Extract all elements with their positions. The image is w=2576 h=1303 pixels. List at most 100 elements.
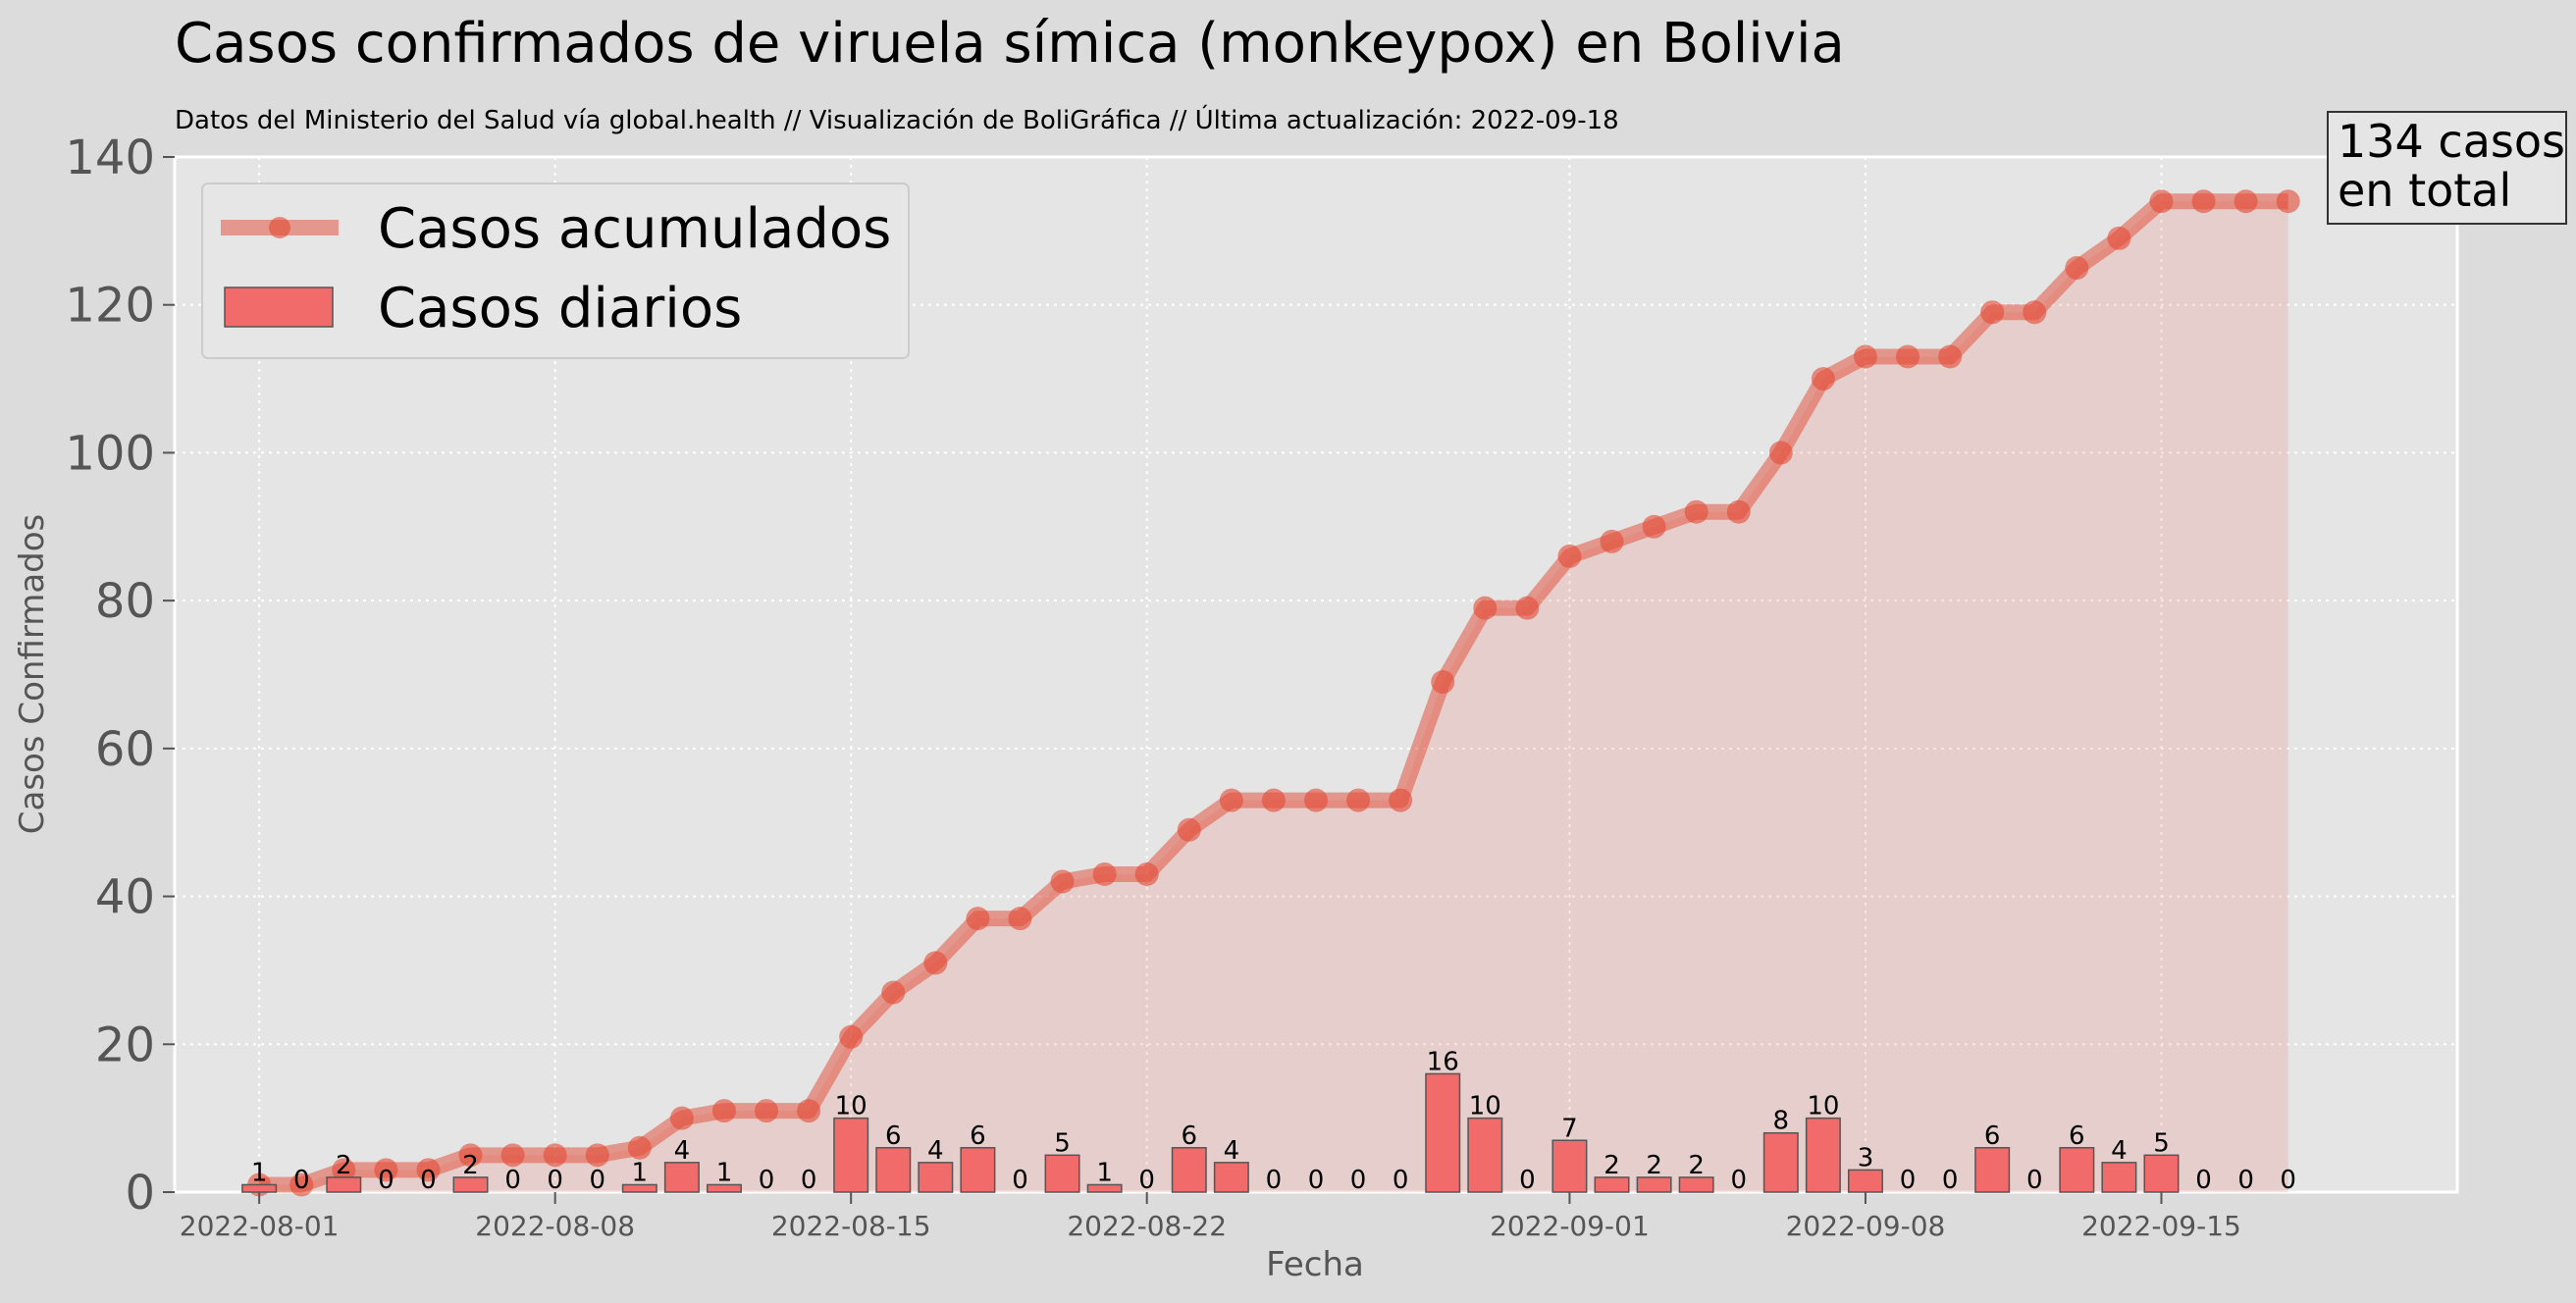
cumulative-point [2149,189,2174,214]
cumulative-point [1261,788,1286,812]
cumulative-point [2023,300,2047,325]
legend-marker-swatch [269,217,290,238]
cumulative-point [1896,344,1920,369]
cumulative-point [1515,596,1540,620]
daily-bar [918,1162,954,1193]
cumulative-point [458,1143,483,1168]
x-ticks: 2022-08-01 2022-08-08 2022-08-15 2022-08-22… [180,1192,2241,1242]
daily-bar-label: 0 [420,1166,437,1195]
daily-bar [1467,1117,1503,1193]
daily-bar-label: 10 [835,1092,867,1121]
cumulative-point [1092,861,1117,886]
cumulative-point [1811,367,1835,391]
daily-bar [1171,1147,1207,1193]
cumulative-point [1304,788,1328,812]
cumulative-point [2234,189,2258,214]
daily-bar [2101,1162,2137,1193]
chart-title: Casos confirmados de viruela símica (mon… [175,12,1845,76]
cumulative-point [289,1173,314,1197]
daily-bar [1086,1183,1123,1193]
y-tick-label: 0 [125,1166,155,1221]
cumulative-line-layer [247,189,2300,1197]
cumulative-area-fill [259,201,2288,1192]
cumulative-point [1134,861,1159,886]
daily-bar [833,1117,869,1193]
daily-bar [960,1147,996,1193]
daily-bar-label: 1 [632,1158,649,1187]
daily-bar [1551,1139,1588,1193]
daily-bar [706,1183,742,1193]
cumulative-area [259,201,2288,1192]
x-tick-label: 2022-08-22 [1067,1210,1227,1242]
daily-bar-label: 2 [1646,1151,1662,1180]
daily-bars-layer [241,1072,2180,1193]
daily-bar-label: 2 [336,1151,352,1180]
daily-bar-label: 1 [716,1158,733,1187]
daily-bar [1974,1147,2011,1193]
daily-bar-label: 2 [1688,1151,1705,1180]
cumulative-point [669,1106,694,1130]
cumulative-point [374,1158,398,1182]
cumulative-point [1219,788,1243,812]
cumulative-point [585,1143,609,1168]
daily-bar [1762,1131,1799,1193]
daily-bar-label: 0 [1138,1166,1155,1195]
y-tick-label: 140 [65,130,155,185]
cumulative-point [2065,256,2089,281]
y-ticks: 0 20 40 60 80 100 120 140 [65,130,175,1221]
total-annotation-box [2327,111,2567,225]
cumulative-point [627,1135,652,1160]
daily-bar-label: 8 [1773,1107,1790,1136]
cumulative-point [332,1158,356,1182]
cumulative-point [1642,514,1666,539]
total-annotation: 134 casos en total [2327,111,2567,225]
daily-bar-label: 16 [1427,1047,1459,1076]
daily-bar-label: 0 [2280,1166,2296,1195]
daily-bar-label: 4 [2111,1136,2128,1166]
cumulative-point [1557,544,1582,568]
daily-bar [1678,1176,1714,1193]
daily-bar-label: 1 [251,1158,268,1187]
cumulative-point [1177,817,1201,842]
daily-bar-label: 0 [1012,1166,1028,1195]
daily-bar-label: 6 [1182,1121,1198,1151]
daily-bar-label: 4 [927,1136,944,1166]
daily-bar [2143,1154,2180,1193]
cumulative-point [1346,788,1371,812]
cumulative-point [711,1099,736,1123]
cumulative-point [1431,670,1455,695]
y-tick-label: 60 [95,722,155,777]
daily-bar-label: 0 [1266,1166,1283,1195]
daily-bar-label: 0 [1308,1166,1325,1195]
daily-bar-label: 0 [378,1166,394,1195]
cumulative-point [1473,596,1498,620]
daily-bar [1213,1162,1249,1193]
cumulative-point [923,951,948,975]
daily-bar-label: 6 [2069,1121,2085,1151]
cumulative-point [1389,788,1413,812]
x-tick-label: 2022-08-01 [180,1210,340,1242]
cumulative-point [1726,499,1751,524]
daily-bar [1847,1169,1883,1193]
cumulative-point [839,1024,864,1049]
cumulative-point [1684,499,1709,524]
daily-bar-label: 0 [1519,1166,1536,1195]
cumulative-point [966,907,990,931]
x-axis-label: Fecha [1266,1245,1364,1284]
legend: Casos acumulados Casos diarios [201,182,910,359]
daily-bar-label: 0 [1350,1166,1367,1195]
daily-bar-label: 5 [2153,1128,2170,1158]
cumulative-point [500,1143,525,1168]
chart-subtitle: Datos del Ministerio del Salud vía globa… [175,104,1619,135]
daily-bar-label: 10 [1807,1092,1839,1121]
daily-bar [875,1147,912,1193]
daily-bar [1636,1176,1672,1193]
daily-bar-label: 4 [674,1136,691,1166]
cumulative-point [2276,189,2300,214]
legend-label-cumulative: Casos acumulados [378,197,891,261]
daily-bar-label: 6 [970,1121,986,1151]
legend-bar-swatch [224,287,334,328]
